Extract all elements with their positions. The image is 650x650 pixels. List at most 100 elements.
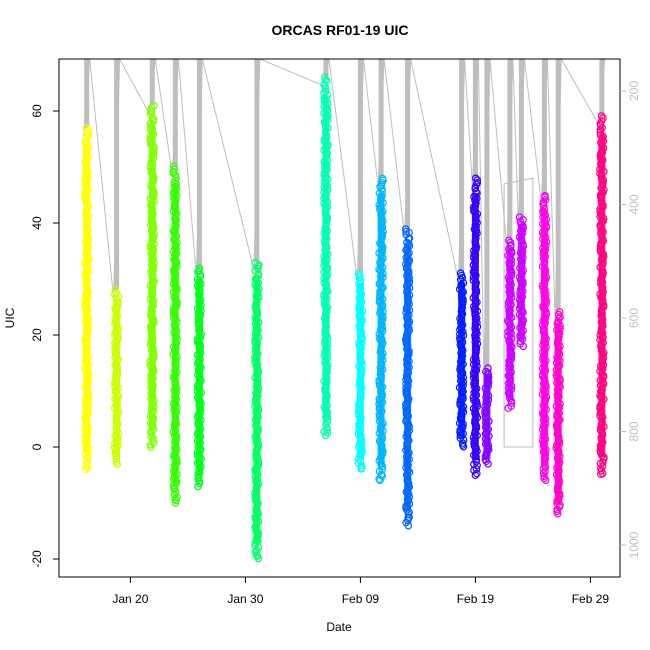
data-point	[556, 313, 564, 321]
data-point-band	[506, 248, 514, 400]
data-point-band	[148, 122, 156, 430]
data-point-band	[377, 193, 385, 466]
data-point	[146, 443, 155, 451]
data-point	[471, 471, 480, 480]
data-point-band	[517, 223, 525, 340]
y-tick-label: 60	[30, 104, 44, 118]
series-points	[320, 73, 332, 440]
data-point-band	[483, 373, 491, 460]
series-points	[596, 112, 608, 479]
series-points	[146, 101, 159, 451]
chart-title: ORCAS RF01-19 UIC	[272, 22, 409, 38]
secondary-y-tick-label: 600	[627, 308, 641, 328]
data-point	[539, 469, 548, 478]
y-tick-label: 20	[30, 328, 44, 342]
data-point-band	[554, 322, 562, 505]
data-point	[598, 462, 607, 471]
series-points	[401, 225, 414, 530]
data-point	[459, 442, 468, 451]
series-points	[110, 285, 123, 469]
data-point-band	[404, 243, 412, 511]
data-point	[504, 404, 513, 412]
data-point	[322, 420, 330, 429]
data-points-layer	[80, 73, 608, 563]
data-point	[519, 342, 528, 351]
data-point	[484, 459, 492, 468]
data-point	[507, 399, 516, 407]
series-points	[552, 308, 564, 518]
x-tick-label: Jan 20	[112, 592, 148, 606]
series-points	[515, 213, 528, 351]
data-point	[321, 73, 329, 81]
data-point	[541, 476, 550, 485]
series-points	[251, 258, 263, 563]
data-point	[541, 467, 549, 476]
data-point	[111, 285, 120, 294]
data-point	[171, 495, 179, 504]
series-points	[469, 174, 482, 480]
data-point	[321, 87, 330, 96]
axes-layer: -20 0 20 40 60 Jan 20 Jan 30 Feb 09 Feb 19 Feb 29…	[30, 58, 641, 606]
series-points	[169, 162, 181, 507]
series-points	[354, 269, 367, 473]
altitude-trace	[323, 59, 329, 78]
x-tick-label: Feb 19	[457, 592, 495, 606]
data-point	[376, 476, 384, 485]
data-point	[147, 432, 155, 441]
x-axis-label: Date	[326, 620, 352, 634]
secondary-y-tick-label: 1000	[627, 531, 641, 558]
data-point-band	[598, 134, 606, 458]
data-point	[83, 463, 92, 472]
data-point	[321, 431, 330, 440]
y-tick-label: 0	[30, 443, 44, 450]
data-point	[254, 554, 263, 563]
data-point	[554, 314, 563, 323]
data-point	[553, 509, 562, 518]
altitude-trace-layer	[83, 57, 606, 448]
data-point	[473, 176, 482, 184]
data-point-band	[322, 95, 330, 418]
data-point-band	[171, 183, 179, 487]
data-point	[540, 474, 549, 483]
data-point	[321, 84, 330, 93]
data-point	[113, 460, 122, 469]
data-point-band	[458, 282, 466, 439]
data-point	[357, 465, 366, 473]
data-point	[194, 482, 202, 491]
data-point-band	[471, 193, 479, 461]
data-point	[375, 475, 383, 483]
data-point	[112, 455, 121, 463]
series-points	[455, 269, 468, 451]
data-point-band	[253, 277, 261, 545]
series-points	[538, 191, 551, 485]
data-point	[472, 469, 481, 478]
series-points	[375, 174, 387, 485]
data-point	[403, 516, 412, 525]
y-tick-label: -20	[30, 550, 44, 568]
data-point	[171, 499, 180, 507]
data-point	[596, 126, 605, 134]
data-point	[404, 235, 413, 243]
data-point-band	[113, 298, 121, 456]
data-point-band	[540, 209, 548, 467]
series-points	[504, 236, 516, 412]
altitude-box-line	[503, 177, 534, 448]
secondary-y-tick-label: 800	[627, 421, 641, 441]
y-tick-label: 40	[30, 216, 44, 230]
data-point	[539, 201, 548, 210]
series-points	[80, 124, 93, 473]
data-point-band	[83, 144, 91, 453]
data-point-band	[195, 278, 203, 476]
data-point	[149, 434, 157, 443]
data-point	[81, 465, 90, 473]
x-tick-label: Feb 29	[572, 592, 610, 606]
data-point	[596, 470, 605, 479]
altitude-connector-line	[83, 57, 606, 377]
series-points	[193, 264, 206, 491]
x-tick-label: Jan 30	[227, 592, 263, 606]
x-tick-label: Feb 09	[342, 592, 380, 606]
data-point-band	[356, 283, 364, 460]
data-point	[404, 521, 413, 530]
secondary-y-tick-label: 400	[627, 194, 641, 214]
